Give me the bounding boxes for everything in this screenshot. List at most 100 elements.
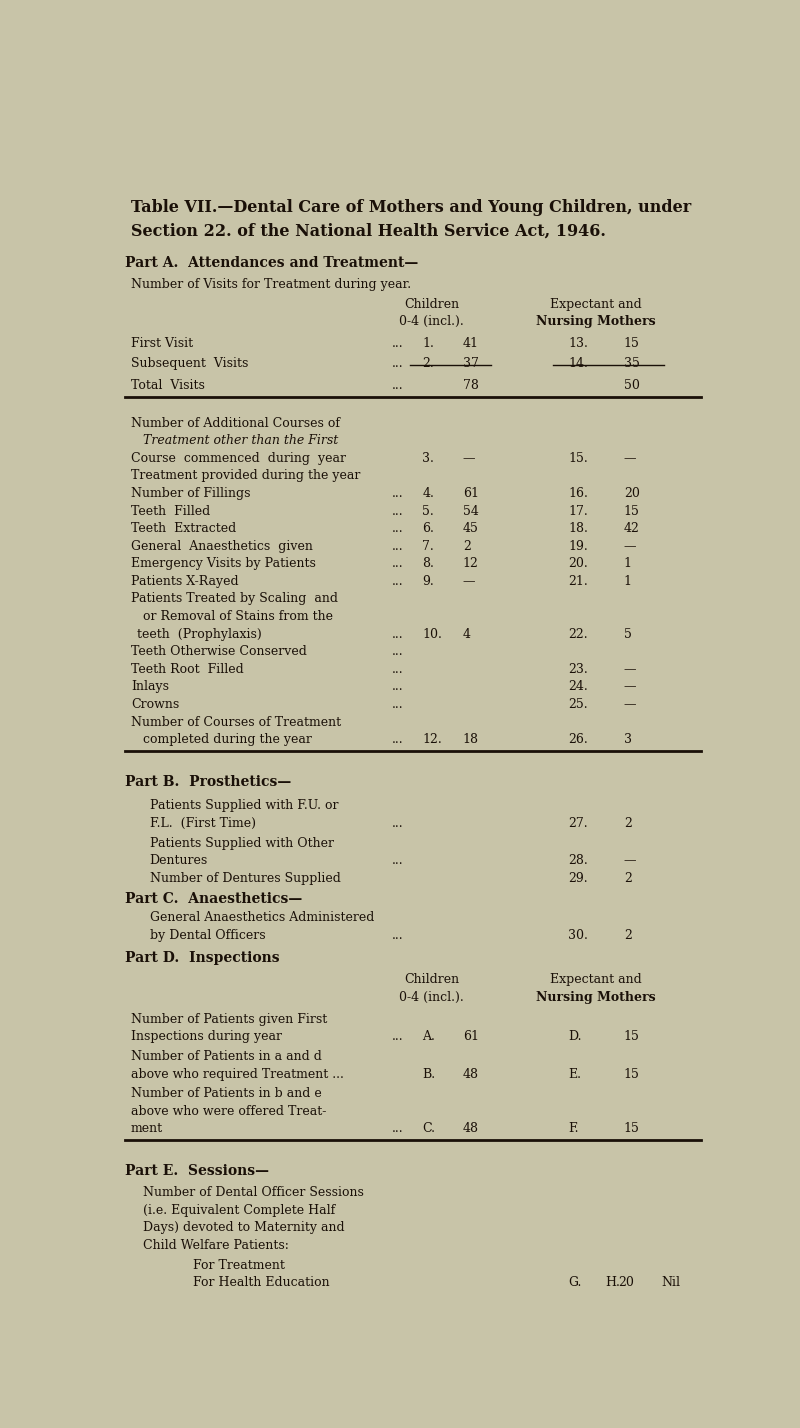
Text: —: — — [624, 663, 637, 675]
Text: 5: 5 — [624, 628, 632, 641]
Text: Days) devoted to Maternity and: Days) devoted to Maternity and — [143, 1221, 345, 1234]
Text: 15: 15 — [624, 1122, 640, 1135]
Text: A.: A. — [422, 1030, 435, 1042]
Text: 8.: 8. — [422, 557, 434, 570]
Text: General Anaesthetics Administered: General Anaesthetics Administered — [150, 911, 374, 924]
Text: Nursing Mothers: Nursing Mothers — [536, 991, 656, 1004]
Text: ...: ... — [391, 645, 403, 658]
Text: General  Anaesthetics  given: General Anaesthetics given — [131, 540, 313, 553]
Text: 1: 1 — [624, 557, 632, 570]
Text: Treatment other than the First: Treatment other than the First — [143, 434, 338, 447]
Text: ment: ment — [131, 1122, 163, 1135]
Text: Number of Patients in a and d: Number of Patients in a and d — [131, 1050, 322, 1062]
Text: 2.: 2. — [422, 357, 434, 370]
Text: Teeth  Extracted: Teeth Extracted — [131, 523, 236, 536]
Text: Nursing Mothers: Nursing Mothers — [536, 316, 656, 328]
Text: 48: 48 — [462, 1068, 478, 1081]
Text: Patients Supplied with Other: Patients Supplied with Other — [150, 837, 334, 850]
Text: ...: ... — [391, 540, 403, 553]
Text: 15.: 15. — [568, 451, 588, 464]
Text: ...: ... — [391, 733, 403, 747]
Text: 20.: 20. — [568, 557, 588, 570]
Text: First Visit: First Visit — [131, 337, 193, 350]
Text: 23.: 23. — [568, 663, 588, 675]
Text: 22.: 22. — [568, 628, 588, 641]
Text: ...: ... — [391, 817, 403, 830]
Text: 45: 45 — [462, 523, 478, 536]
Text: ...: ... — [391, 854, 403, 867]
Text: 20: 20 — [618, 1277, 634, 1289]
Text: 1: 1 — [624, 575, 632, 588]
Text: ...: ... — [391, 523, 403, 536]
Text: 20: 20 — [624, 487, 640, 500]
Text: 1.: 1. — [422, 337, 434, 350]
Text: Total  Visits: Total Visits — [131, 380, 205, 393]
Text: Patients Treated by Scaling  and: Patients Treated by Scaling and — [131, 593, 338, 605]
Text: 29.: 29. — [568, 871, 588, 885]
Text: (i.e. Equivalent Complete Half: (i.e. Equivalent Complete Half — [143, 1204, 336, 1217]
Text: 13.: 13. — [568, 337, 588, 350]
Text: ...: ... — [391, 575, 403, 588]
Text: Treatment provided during the year: Treatment provided during the year — [131, 470, 360, 483]
Text: 42: 42 — [624, 523, 640, 536]
Text: ...: ... — [391, 681, 403, 694]
Text: 15: 15 — [624, 1030, 640, 1042]
Text: 24.: 24. — [568, 681, 588, 694]
Text: 14.: 14. — [568, 357, 588, 370]
Text: 15: 15 — [624, 337, 640, 350]
Text: by Dental Officers: by Dental Officers — [150, 930, 266, 942]
Text: Subsequent  Visits: Subsequent Visits — [131, 357, 248, 370]
Text: Nil: Nil — [661, 1277, 680, 1289]
Text: 3.: 3. — [422, 451, 434, 464]
Text: teeth  (Prophylaxis): teeth (Prophylaxis) — [138, 628, 262, 641]
Text: Child Welfare Patients:: Child Welfare Patients: — [143, 1240, 290, 1252]
Text: 61: 61 — [462, 1030, 478, 1042]
Text: 21.: 21. — [568, 575, 588, 588]
Text: 4: 4 — [462, 628, 470, 641]
Text: 4.: 4. — [422, 487, 434, 500]
Text: 12.: 12. — [422, 733, 442, 747]
Text: 61: 61 — [462, 487, 478, 500]
Text: Part C.  Anaesthetics—: Part C. Anaesthetics— — [125, 891, 302, 905]
Text: Section 22. of the National Health Service Act, 1946.: Section 22. of the National Health Servi… — [131, 223, 606, 240]
Text: 35: 35 — [624, 357, 640, 370]
Text: ...: ... — [391, 380, 403, 393]
Text: ...: ... — [391, 357, 403, 370]
Text: 41: 41 — [462, 337, 478, 350]
Text: 19.: 19. — [568, 540, 588, 553]
Text: Number of Patients given First: Number of Patients given First — [131, 1012, 327, 1025]
Text: 15: 15 — [624, 1068, 640, 1081]
Text: Expectant and: Expectant and — [550, 298, 642, 311]
Text: 0-4 (incl.).: 0-4 (incl.). — [399, 316, 464, 328]
Text: C.: C. — [422, 1122, 435, 1135]
Text: F.L.  (First Time): F.L. (First Time) — [150, 817, 256, 830]
Text: Part E.  Sessions—: Part E. Sessions— — [125, 1164, 269, 1178]
Text: 27.: 27. — [568, 817, 588, 830]
Text: 37: 37 — [462, 357, 478, 370]
Text: ...: ... — [391, 487, 403, 500]
Text: 9.: 9. — [422, 575, 434, 588]
Text: ...: ... — [391, 504, 403, 517]
Text: Teeth Otherwise Conserved: Teeth Otherwise Conserved — [131, 645, 307, 658]
Text: For Health Education: For Health Education — [193, 1277, 330, 1289]
Text: Expectant and: Expectant and — [550, 972, 642, 985]
Text: 28.: 28. — [568, 854, 588, 867]
Text: ...: ... — [391, 930, 403, 942]
Text: 2: 2 — [624, 817, 632, 830]
Text: ...: ... — [391, 557, 403, 570]
Text: Part D.  Inspections: Part D. Inspections — [125, 951, 279, 965]
Text: 2: 2 — [624, 871, 632, 885]
Text: Crowns: Crowns — [131, 698, 179, 711]
Text: 26.: 26. — [568, 733, 588, 747]
Text: 30.: 30. — [568, 930, 588, 942]
Text: completed during the year: completed during the year — [143, 733, 312, 747]
Text: —: — — [624, 854, 637, 867]
Text: For Treatment: For Treatment — [193, 1259, 285, 1272]
Text: 5.: 5. — [422, 504, 434, 517]
Text: G.: G. — [568, 1277, 582, 1289]
Text: —: — — [624, 451, 637, 464]
Text: Part B.  Prosthetics—: Part B. Prosthetics— — [125, 775, 291, 790]
Text: 50: 50 — [624, 380, 640, 393]
Text: 2: 2 — [624, 930, 632, 942]
Text: —: — — [624, 681, 637, 694]
